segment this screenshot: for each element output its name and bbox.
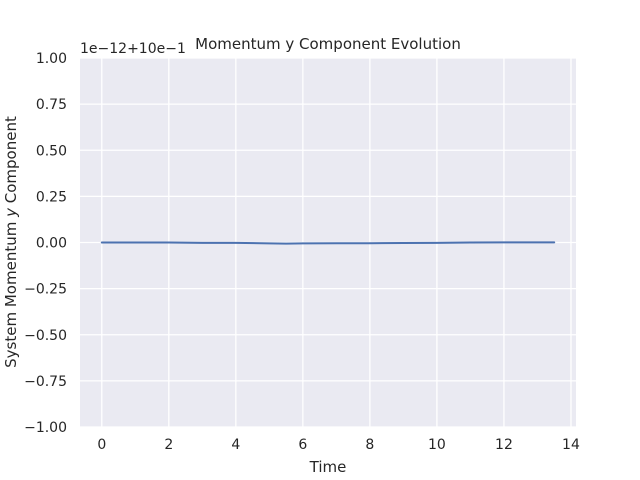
x-tick-label: 8 [365, 437, 374, 453]
y-tick-label: 0.00 [36, 236, 67, 252]
y-axis-offset-label: 1e−12+10e−1 [80, 41, 186, 57]
y-tick-label: 0.25 [36, 189, 67, 205]
x-tick-label: 10 [428, 437, 446, 453]
y-tick-label: −0.75 [24, 374, 67, 390]
y-axis-title: System Momentum y Component [2, 116, 20, 368]
y-tick-label: 0.50 [36, 143, 67, 159]
x-tick-label: 2 [164, 437, 173, 453]
x-tick-labels: 0 2 4 6 8 10 12 14 [97, 437, 580, 453]
y-tick-label: 0.75 [36, 97, 67, 113]
y-grid [80, 57, 576, 428]
series-layer [100, 241, 556, 245]
x-axis-title: Time [309, 458, 347, 476]
y-tick-label: −0.50 [24, 328, 67, 344]
y-tick-label: −1.00 [24, 420, 67, 436]
x-tick-label: 6 [298, 437, 307, 453]
x-tick-label: 0 [97, 437, 106, 453]
y-tick-label: 1.00 [36, 51, 67, 67]
y-tick-label: −0.25 [24, 282, 67, 298]
y-axis-title-part-1: System Momentum [2, 217, 20, 368]
chart-title: Momentum y Component Evolution [195, 35, 461, 53]
y-axis-title-italic: y [2, 207, 20, 218]
x-tick-label: 4 [231, 437, 240, 453]
x-tick-label: 14 [562, 437, 580, 453]
x-tick-label: 12 [495, 437, 513, 453]
y-tick-labels: 1.00 0.75 0.50 0.25 0.00 −0.25 −0.50 −0.75 −1.00 [24, 51, 67, 436]
y-axis-title-part-2: Component [2, 116, 20, 208]
momentum-series-line [100, 241, 556, 245]
